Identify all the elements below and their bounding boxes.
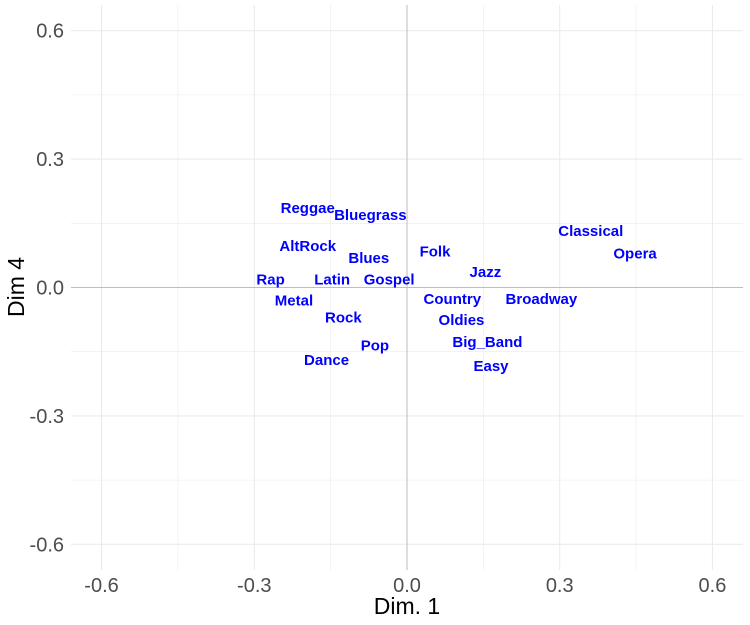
- x-tick-label: 0.6: [699, 575, 727, 597]
- point-label: Broadway: [506, 291, 578, 308]
- point-label: Easy: [473, 358, 509, 375]
- point-label: Opera: [613, 246, 657, 263]
- y-tick-label: -0.6: [30, 534, 64, 556]
- point-label: Rock: [325, 309, 362, 326]
- point-label: Rap: [256, 271, 284, 288]
- x-axis-title: Dim. 1: [374, 593, 440, 619]
- x-tick-label: 0.3: [546, 575, 574, 597]
- point-label: Metal: [275, 293, 313, 310]
- y-tick-label: 0.3: [36, 149, 64, 171]
- point-label: Classical: [558, 223, 623, 240]
- point-label: Latin: [314, 271, 350, 288]
- x-tick-label: -0.6: [84, 575, 118, 597]
- point-label: Dance: [304, 352, 349, 369]
- point-labels: Reggae Bluegrass AltRock Blues Folk Rap Latin G…: [256, 200, 657, 375]
- point-label: Oldies: [439, 312, 485, 329]
- y-axis-title: Dim 4: [3, 257, 29, 317]
- point-label: Big_Band: [452, 334, 522, 351]
- point-label: Pop: [361, 338, 389, 355]
- zero-reference-lines: [71, 5, 743, 570]
- tick-labels: -0.6 -0.3 0.0 0.3 0.6 -0.6 -0.3 0.0 0.3 0.6: [30, 21, 727, 597]
- point-label: Bluegrass: [334, 207, 407, 224]
- point-label: Blues: [348, 250, 389, 267]
- x-tick-label: 0.0: [393, 575, 421, 597]
- point-label: Reggae: [281, 200, 335, 217]
- point-label: Gospel: [364, 271, 415, 288]
- point-label: AltRock: [279, 238, 336, 255]
- point-label: Jazz: [470, 264, 502, 281]
- point-label: Country: [424, 291, 482, 308]
- x-tick-label: -0.3: [237, 575, 271, 597]
- y-tick-label: -0.3: [30, 406, 64, 428]
- y-tick-label: 0.0: [36, 278, 64, 300]
- y-tick-label: 0.6: [36, 21, 64, 43]
- point-label: Folk: [420, 243, 451, 260]
